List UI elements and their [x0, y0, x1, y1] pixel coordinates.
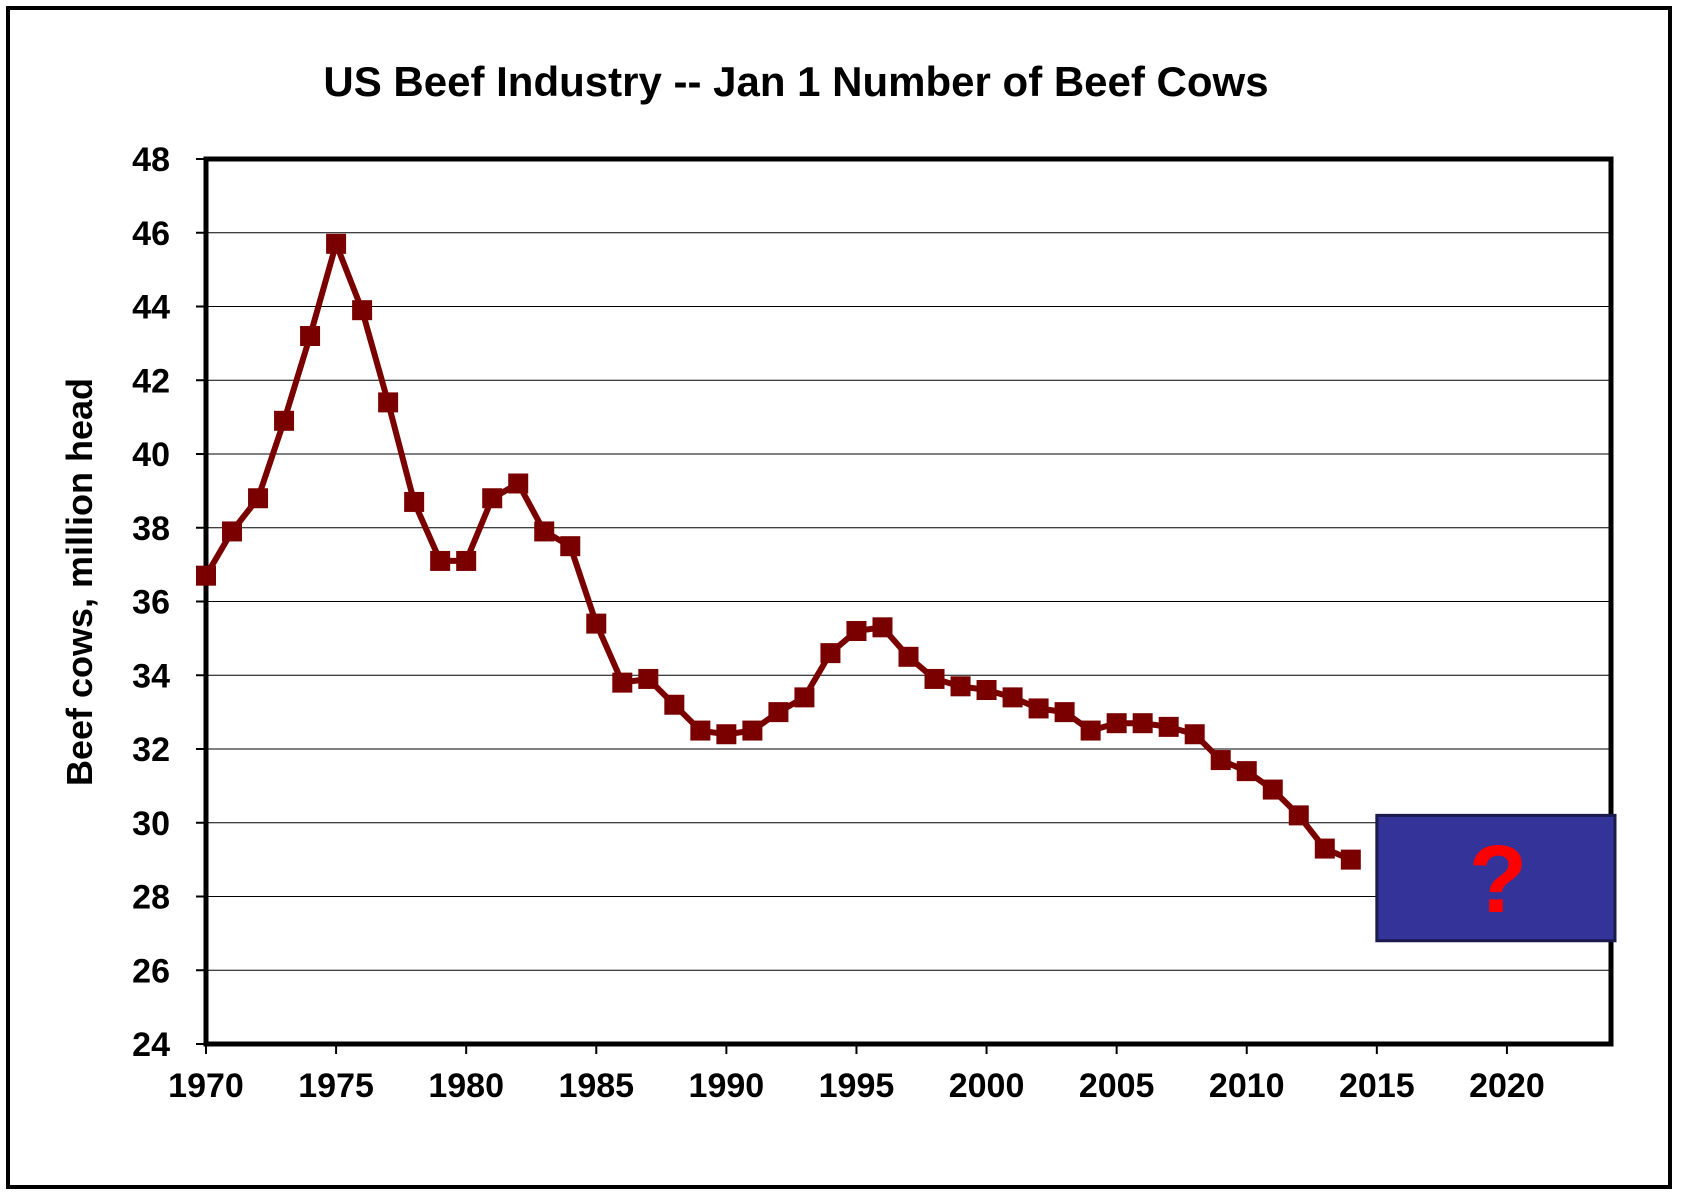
y-tick-label: 28: [132, 879, 170, 917]
x-tick-label: 1995: [819, 1067, 895, 1105]
data-point: [664, 694, 685, 715]
y-tick-label: 42: [132, 362, 170, 400]
y-tick-label: 32: [132, 731, 170, 769]
data-point: [1210, 750, 1231, 771]
chart-frame: [6, 6, 1672, 1189]
data-point: [1054, 702, 1075, 723]
data-point: [1262, 779, 1283, 800]
x-tick-label: 2020: [1469, 1067, 1545, 1105]
y-tick-label: 24: [132, 1026, 170, 1064]
x-tick-label: 1990: [689, 1067, 765, 1105]
x-tick-label: 1975: [298, 1067, 374, 1105]
y-tick-label: 38: [132, 510, 170, 548]
y-axis-ticks: 24 26 28 30 32 34 36 38 40 42 44 46 48: [132, 141, 206, 1064]
x-tick-label: 1985: [558, 1067, 634, 1105]
y-tick-label: 30: [132, 805, 170, 843]
y-tick-label: 26: [132, 952, 170, 990]
data-point: [1106, 713, 1127, 734]
y-tick-label: 48: [132, 141, 170, 179]
data-point: [1028, 698, 1049, 719]
y-tick-label: 46: [132, 215, 170, 253]
data-point: [794, 687, 815, 708]
data-point: [1158, 716, 1179, 737]
x-tick-label: 1980: [428, 1067, 504, 1105]
y-tick-label: 36: [132, 584, 170, 622]
x-tick-label: 2015: [1339, 1067, 1415, 1105]
data-point: [742, 720, 763, 741]
gridlines: [206, 232, 1611, 971]
data-point: [196, 565, 216, 586]
data-point: [638, 668, 659, 689]
data-point: [898, 646, 919, 667]
data-point: [352, 300, 373, 321]
data-point: [1184, 724, 1205, 745]
question-mark-label: ?: [1469, 826, 1528, 933]
data-point: [586, 613, 607, 634]
x-tick-label: 2010: [1209, 1067, 1285, 1105]
data-point: [872, 617, 893, 638]
y-axis-label: Beef cows, million head: [59, 378, 100, 786]
data-point: [1236, 761, 1257, 782]
data-point: [378, 392, 399, 413]
data-point: [222, 521, 243, 542]
data-point: [1132, 713, 1153, 734]
data-point: [560, 536, 581, 557]
chart-title: US Beef Industry -- Jan 1 Number of Beef…: [323, 58, 1268, 105]
data-point: [456, 550, 477, 571]
data-point: [482, 488, 503, 509]
series-line: [203, 240, 1352, 863]
data-point: [924, 668, 945, 689]
data-point: [976, 680, 997, 700]
x-tick-label: 2005: [1079, 1067, 1155, 1105]
y-tick-label: 34: [132, 657, 170, 695]
data-point: [1314, 838, 1335, 859]
x-tick-label: 2000: [949, 1067, 1025, 1105]
data-point: [430, 550, 451, 571]
data-point: [1080, 720, 1101, 741]
data-point: [404, 491, 425, 512]
data-point: [1340, 849, 1361, 870]
data-point: [1288, 805, 1309, 826]
plot-area-border: [203, 156, 1614, 1047]
data-point: [274, 410, 295, 431]
series-beef-cows: [196, 233, 1361, 870]
x-tick-label: 1970: [168, 1067, 244, 1105]
data-point: [326, 233, 347, 254]
x-axis-ticks: 1970 1975 1980 1985 1990 1995 2000 2005 2010 2015…: [168, 1044, 1545, 1105]
forecast-annotation: ?: [1375, 813, 1617, 943]
data-point: [820, 643, 841, 664]
data-point: [950, 676, 971, 697]
data-point: [716, 724, 737, 745]
y-tick-label: 40: [132, 436, 170, 474]
data-point: [690, 720, 711, 741]
annotation-box: [1375, 813, 1617, 943]
data-point: [508, 473, 529, 494]
data-point: [1002, 687, 1023, 708]
data-point: [248, 488, 269, 509]
data-point: [300, 326, 321, 346]
y-tick-label: 44: [132, 289, 170, 327]
data-point: [612, 672, 633, 693]
data-point: [846, 621, 867, 641]
data-point: [768, 702, 789, 723]
data-point: [534, 521, 555, 542]
